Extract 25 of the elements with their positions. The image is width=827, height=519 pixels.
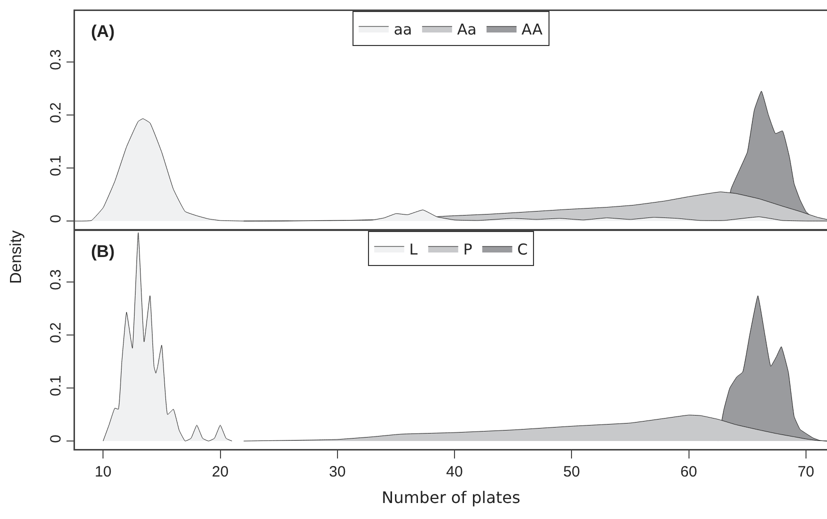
- y-tick-label: 0.3: [48, 49, 64, 70]
- x-axis-title: Number of plates: [382, 488, 520, 507]
- annotation: (A): [91, 22, 115, 41]
- x-tick-label: 50: [563, 464, 580, 480]
- x-tick-label: 10: [94, 464, 112, 480]
- legend-label: C: [517, 240, 528, 258]
- legend-label: L: [409, 240, 418, 258]
- x-tick-label: 40: [446, 464, 463, 480]
- legend-label: Aa: [457, 20, 477, 38]
- annotation: (B): [91, 242, 115, 261]
- legend-label: P: [463, 240, 472, 258]
- y-tick-label: 0.2: [48, 322, 64, 344]
- y-tick-label: 0.3: [48, 269, 64, 290]
- legend-label: aa: [394, 20, 412, 38]
- legend-label: AA: [522, 20, 544, 38]
- y-tick-label: 0.2: [48, 102, 64, 124]
- y-tick-label: 0.1: [48, 375, 64, 396]
- x-tick-label: 20: [212, 464, 229, 480]
- y-axis-title: Density: [8, 229, 26, 286]
- x-tick-label: 70: [798, 464, 814, 480]
- x-tick-label: 30: [329, 464, 346, 480]
- x-tick-label: 60: [680, 464, 698, 480]
- y-tick-label: 0: [48, 214, 64, 223]
- y-tick-label: 0: [48, 434, 64, 443]
- y-tick-label: 0.1: [48, 155, 64, 176]
